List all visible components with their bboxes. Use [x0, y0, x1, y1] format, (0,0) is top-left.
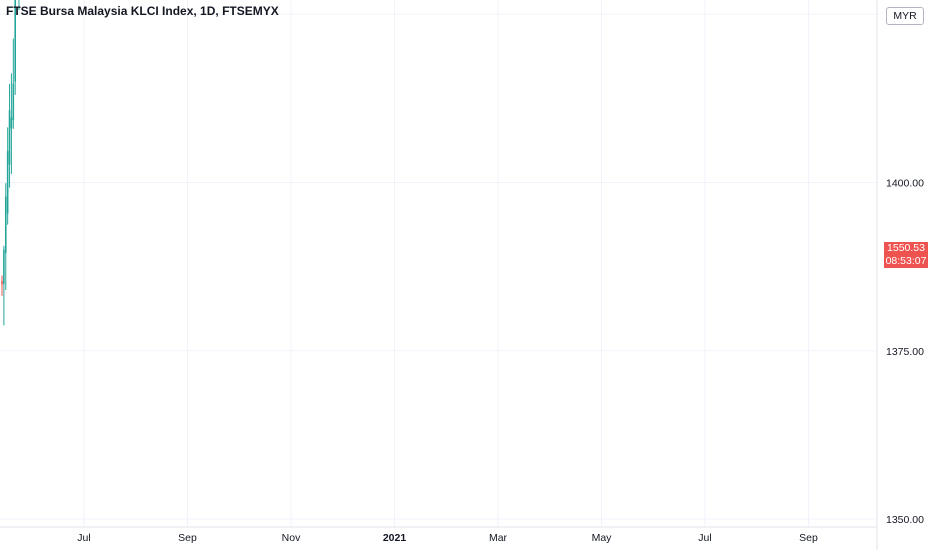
- candle-body: [1, 280, 3, 285]
- x-tick-label: Sep: [178, 532, 197, 544]
- candle-body: [3, 249, 5, 285]
- candle-body: [6, 150, 9, 214]
- x-tick-label: Mar: [489, 532, 508, 544]
- y-tick-label: 1400.00: [886, 178, 924, 190]
- y-tick-label: 1350.00: [886, 514, 924, 526]
- candle-body: [10, 117, 13, 129]
- chart-title: FTSE Bursa Malaysia KLCI Index, 1D, FTSE…: [6, 4, 279, 18]
- candlesticks: [1, 0, 20, 326]
- candle-body: [4, 196, 7, 254]
- chart-grid: [0, 0, 877, 527]
- x-tick-label: Nov: [282, 532, 301, 544]
- time-axis[interactable]: Jul Sep Nov 2021 Mar May Jul Sep: [77, 532, 818, 544]
- x-tick-label: Jul: [698, 532, 711, 544]
- x-tick-label: Sep: [799, 532, 818, 544]
- bar-countdown: 08:53:07: [885, 255, 927, 267]
- last-price-value: 1550.53: [887, 242, 925, 254]
- candle-body: [14, 0, 16, 82]
- x-tick-label: May: [592, 532, 613, 544]
- y-tick-label: 1375.00: [886, 346, 924, 358]
- x-tick-label: Jul: [77, 532, 90, 544]
- candle-body: [8, 110, 11, 165]
- last-price-tag: 1550.53 08:53:07: [884, 242, 928, 268]
- candle-body: [12, 83, 15, 120]
- currency-button[interactable]: MYR: [886, 7, 924, 25]
- x-tick-label: 2021: [383, 532, 407, 544]
